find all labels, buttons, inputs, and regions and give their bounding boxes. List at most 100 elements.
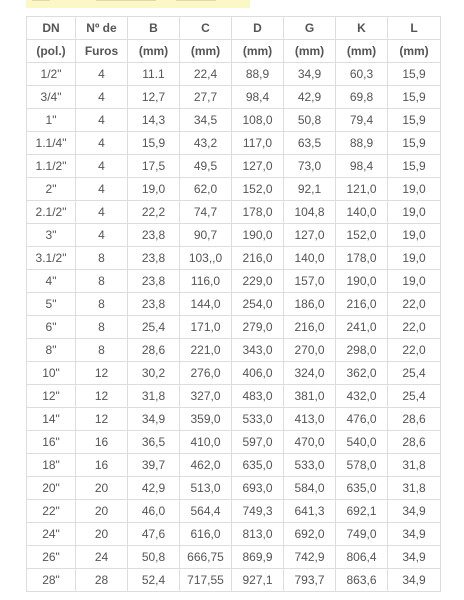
cell-c: 27,7 [179,85,232,109]
flange-dimensions-table-wrapper: DN Nº de B C D G K L (pol.) Furos (mm) (… [26,16,441,592]
table-row: 2" 4 19,0 62,0 152,0 92,1 121,0 19,0 [26,177,441,201]
header-b: B [127,16,180,40]
cell-c: 144,0 [179,292,232,316]
cell-l: 15,9 [387,154,441,178]
cell-l: 19,0 [387,246,441,270]
cell-d: 98,4 [231,85,284,109]
cell-d: 178,0 [231,200,284,224]
cell-d: 88,9 [231,62,284,86]
cell-b: 25,4 [127,315,180,339]
cell-furos: 8 [75,269,128,293]
cell-dn: 22" [26,499,76,523]
header-k: K [335,16,388,40]
cell-l: 34,9 [387,522,441,546]
table-row: 12" 12 31,8 327,0 483,0 381,0 432,0 25,4 [26,384,441,408]
cell-dn: 2" [26,177,76,201]
cell-l: 15,9 [387,131,441,155]
cell-k: 362,0 [335,361,388,385]
table-row: 22" 20 46,0 564,4 749,3 641,3 692,1 34,9 [26,499,441,523]
cell-c: 276,0 [179,361,232,385]
cell-dn: 20" [26,476,76,500]
cell-k: 298,0 [335,338,388,362]
cell-c: 513,0 [179,476,232,500]
cell-d: 254,0 [231,292,284,316]
cell-b: 36,5 [127,430,180,454]
cell-c: 171,0 [179,315,232,339]
cell-b: 15,9 [127,131,180,155]
cell-g: 92,1 [283,177,336,201]
cell-l: 31,8 [387,476,441,500]
cell-dn: 5" [26,292,76,316]
cell-k: 216,0 [335,292,388,316]
text-fragment [32,0,50,1]
cell-b: 12,7 [127,85,180,109]
cell-k: 863,6 [335,568,388,592]
cell-d: 597,0 [231,430,284,454]
table-row: 4" 8 23,8 116,0 229,0 157,0 190,0 19,0 [26,269,441,293]
table-row: 1.1/2" 4 17,5 49,5 127,0 73,0 98,4 15,9 [26,154,441,178]
cell-g: 470,0 [283,430,336,454]
cell-k: 121,0 [335,177,388,201]
cell-l: 34,9 [387,568,441,592]
cell-g: 533,0 [283,453,336,477]
cell-b: 52,4 [127,568,180,592]
cell-l: 28,6 [387,407,441,431]
table-row: 1.1/4" 4 15,9 43,2 117,0 63,5 88,9 15,9 [26,131,441,155]
cell-furos: 20 [75,476,128,500]
cell-k: 98,4 [335,154,388,178]
cell-k: 635,0 [335,476,388,500]
cell-d: 279,0 [231,315,284,339]
cell-furos: 12 [75,407,128,431]
cell-g: 413,0 [283,407,336,431]
cell-g: 50,8 [283,108,336,132]
header-dn: DN [26,16,76,40]
header-unit-c: (mm) [179,39,232,63]
text-fragment [176,0,216,1]
cell-k: 578,0 [335,453,388,477]
cell-c: 34,5 [179,108,232,132]
header-unit-furos: Furos [75,39,128,63]
cell-dn: 16" [26,430,76,454]
cell-c: 116,0 [179,269,232,293]
cell-g: 42,9 [283,85,336,109]
cell-l: 19,0 [387,200,441,224]
cell-d: 635,0 [231,453,284,477]
cell-dn: 3.1/2" [26,246,76,270]
header-row-labels: DN Nº de B C D G K L [26,16,441,40]
cell-b: 31,8 [127,384,180,408]
cell-l: 25,4 [387,384,441,408]
cell-c: 103,,0 [179,246,232,270]
cell-k: 79,4 [335,108,388,132]
cell-furos: 20 [75,499,128,523]
flange-dimensions-table: DN Nº de B C D G K L (pol.) Furos (mm) (… [26,16,441,592]
cell-furos: 4 [75,154,128,178]
cell-furos: 12 [75,361,128,385]
cell-d: 483,0 [231,384,284,408]
cell-g: 63,5 [283,131,336,155]
cell-k: 178,0 [335,246,388,270]
header-c: C [179,16,232,40]
table-row: 6" 8 25,4 171,0 279,0 216,0 241,0 22,0 [26,315,441,339]
cell-c: 564,4 [179,499,232,523]
cell-dn: 14" [26,407,76,431]
table-row: 3" 4 23,8 90,7 190,0 127,0 152,0 19,0 [26,223,441,247]
cell-b: 46,0 [127,499,180,523]
table-row: 5" 8 23,8 144,0 254,0 186,0 216,0 22,0 [26,292,441,316]
cell-d: 190,0 [231,223,284,247]
cell-d: 406,0 [231,361,284,385]
header-l: L [387,16,441,40]
cell-d: 229,0 [231,269,284,293]
cell-c: 410,0 [179,430,232,454]
cell-k: 69,8 [335,85,388,109]
header-d: D [231,16,284,40]
cell-l: 25,4 [387,361,441,385]
cell-k: 806,4 [335,545,388,569]
cell-b: 28,6 [127,338,180,362]
cell-l: 22,0 [387,292,441,316]
cell-g: 324,0 [283,361,336,385]
cell-k: 241,0 [335,315,388,339]
cell-furos: 8 [75,246,128,270]
cell-c: 43,2 [179,131,232,155]
cell-b: 23,8 [127,223,180,247]
header-row-units: (pol.) Furos (mm) (mm) (mm) (mm) (mm) (m… [26,39,441,63]
